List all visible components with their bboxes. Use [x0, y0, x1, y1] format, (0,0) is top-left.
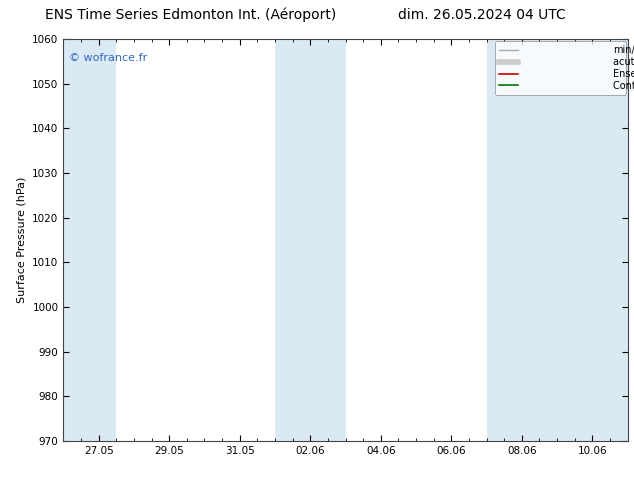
Bar [275, 39, 346, 441]
Bar [487, 39, 634, 441]
Y-axis label: Surface Pressure (hPa): Surface Pressure (hPa) [16, 177, 27, 303]
Bar [46, 39, 116, 441]
Text: dim. 26.05.2024 04 UTC: dim. 26.05.2024 04 UTC [398, 8, 566, 22]
Legend: min/max, acute;cart type, Ensemble mean run, Controll run: min/max, acute;cart type, Ensemble mean … [495, 41, 626, 95]
Text: ENS Time Series Edmonton Int. (Aéroport): ENS Time Series Edmonton Int. (Aéroport) [44, 7, 336, 22]
Text: © wofrance.fr: © wofrance.fr [69, 53, 147, 63]
